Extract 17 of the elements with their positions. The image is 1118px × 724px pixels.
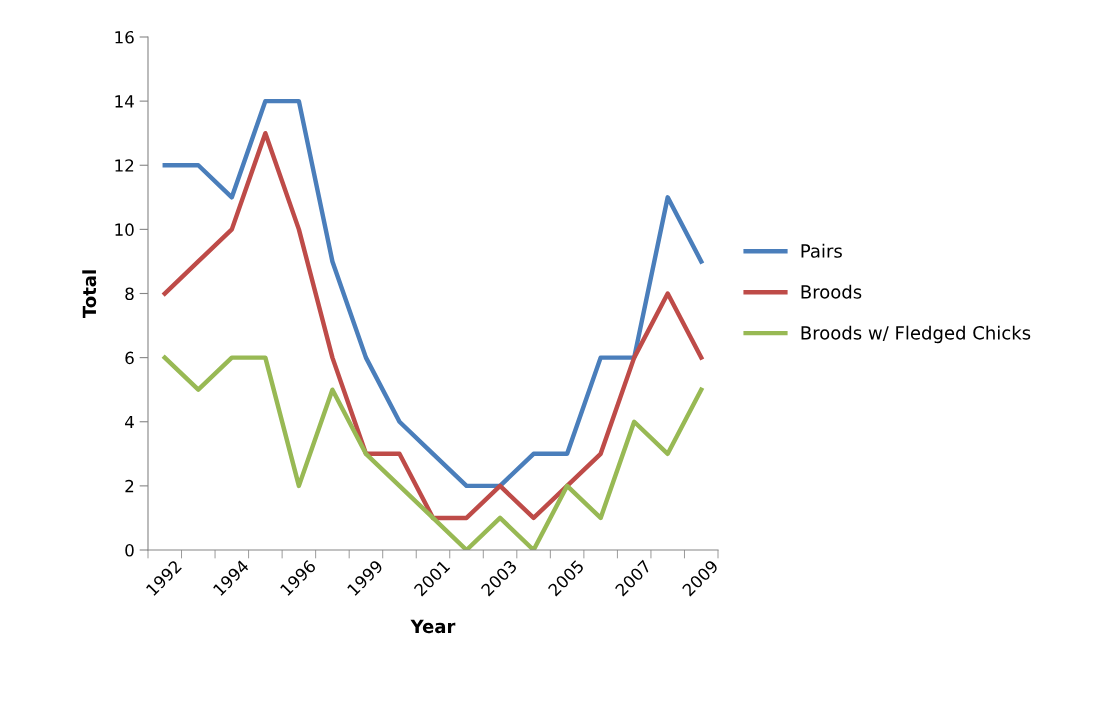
y-tick-label: 6	[125, 351, 134, 365]
legend-label: Broods w/ Fledged Chicks	[801, 325, 1031, 344]
y-tick-label: 8	[125, 287, 134, 301]
line-series	[162, 355, 704, 550]
y-tick-label: 14	[115, 95, 134, 108]
x-axis-title: Year	[410, 619, 456, 634]
y-tick-label: 0	[125, 543, 134, 557]
y-tick-label: 2	[125, 479, 134, 493]
y-axis-title: Total	[82, 270, 97, 319]
y-tick-label: 12	[115, 159, 134, 172]
y-tick-label: 10	[115, 223, 134, 236]
legend-label: Broods	[801, 284, 862, 299]
y-tick-label: 4	[125, 415, 134, 429]
line-series	[162, 130, 704, 521]
legend-label: Pairs	[801, 243, 842, 258]
y-tick-label: 16	[115, 30, 134, 44]
line-series	[162, 98, 704, 489]
